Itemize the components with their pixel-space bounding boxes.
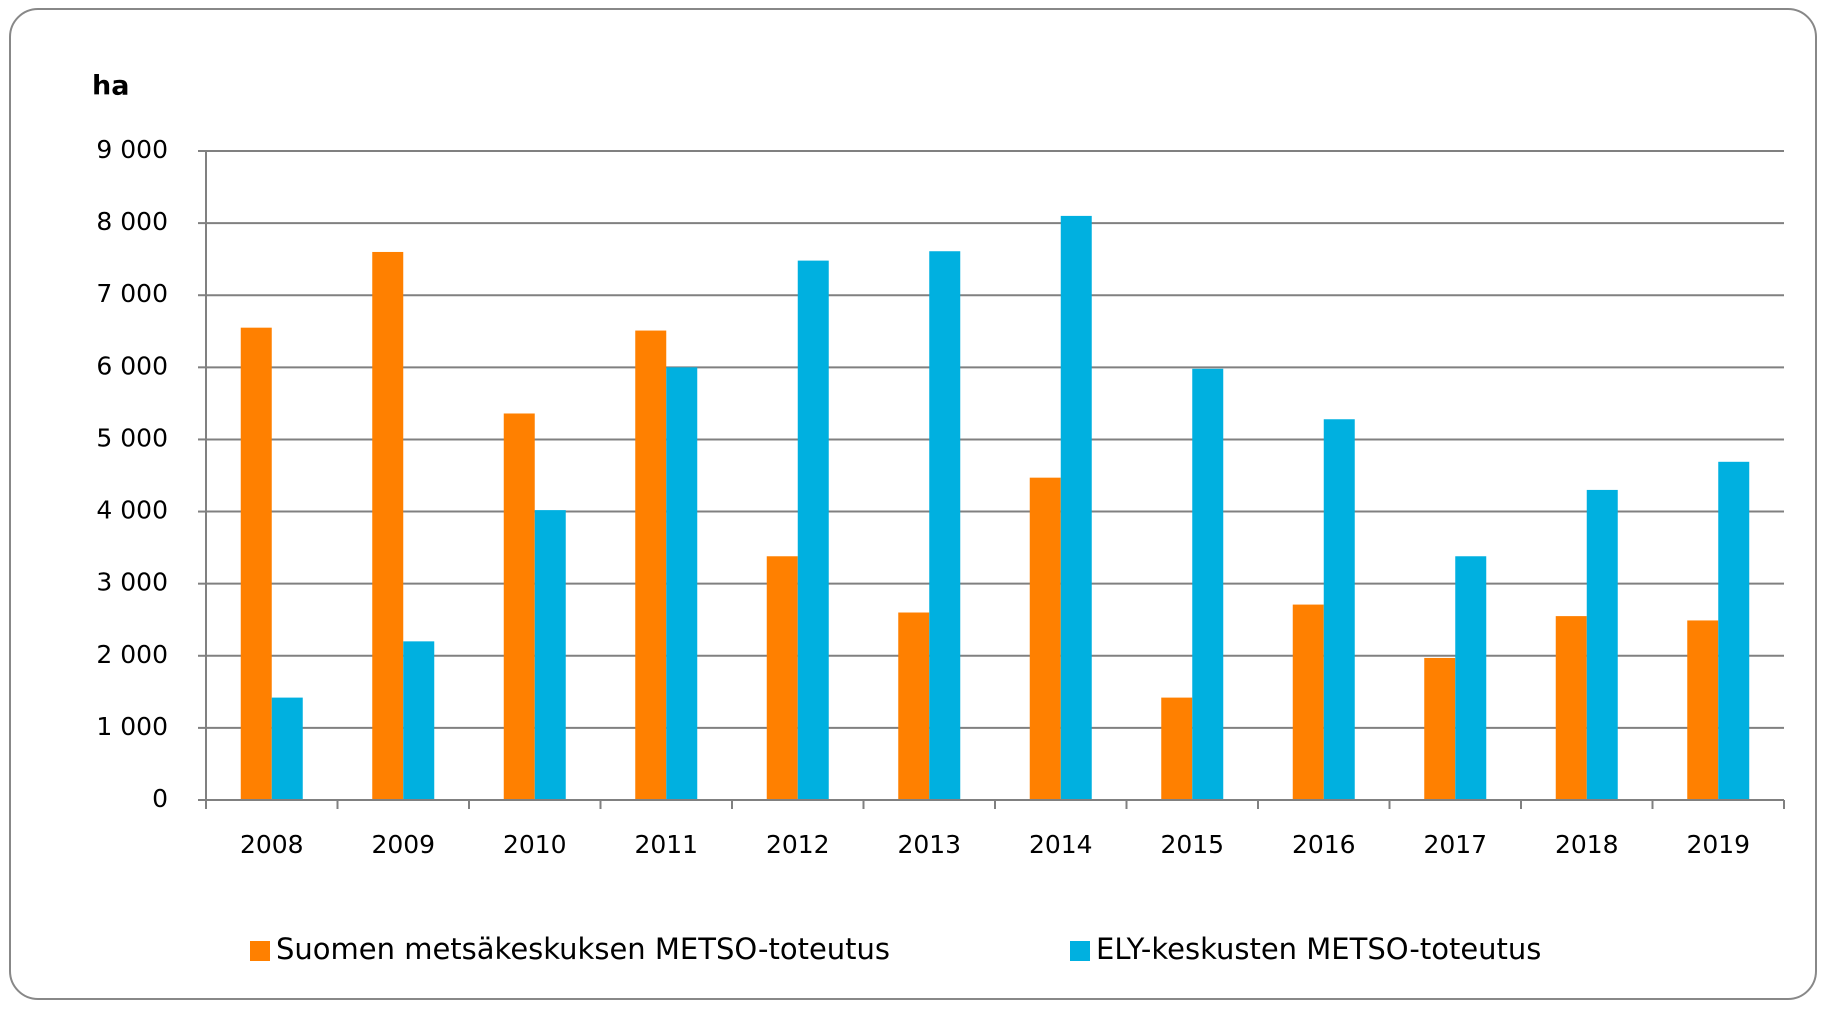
bar xyxy=(1687,620,1719,800)
x-tick-label: 2018 xyxy=(1555,830,1619,859)
x-tick-label: 2019 xyxy=(1686,830,1750,859)
legend-swatch xyxy=(1070,941,1090,961)
bar xyxy=(1424,657,1456,800)
bar xyxy=(1323,419,1355,800)
bar xyxy=(1586,489,1618,800)
x-tick-label: 2008 xyxy=(240,830,304,859)
bar xyxy=(503,413,535,800)
legend-label: ELY-keskusten METSO-toteutus xyxy=(1096,932,1541,966)
bar xyxy=(635,330,667,800)
y-tick-label: 6 000 xyxy=(96,351,168,380)
bar xyxy=(929,251,961,801)
bar xyxy=(797,260,829,800)
bar xyxy=(1555,616,1587,800)
bar xyxy=(271,697,303,800)
chart-frame xyxy=(9,8,1817,1000)
x-tick-label: 2016 xyxy=(1292,830,1356,859)
bar xyxy=(1455,556,1487,800)
bar xyxy=(1029,477,1061,800)
x-tick-label: 2013 xyxy=(897,830,961,859)
bar xyxy=(1161,697,1193,800)
y-tick-label: 3 000 xyxy=(96,568,168,597)
y-tick-label: 0 xyxy=(152,784,168,813)
x-tick-label: 2014 xyxy=(1029,830,1093,859)
bar xyxy=(534,510,566,800)
x-tick-label: 2012 xyxy=(766,830,830,859)
y-tick-label: 4 000 xyxy=(96,496,168,525)
legend-swatch xyxy=(250,941,270,961)
x-tick-label: 2011 xyxy=(634,830,698,859)
x-tick-label: 2009 xyxy=(371,830,435,859)
bar xyxy=(1718,461,1750,800)
bar xyxy=(240,327,272,800)
y-tick-label: 1 000 xyxy=(96,712,168,741)
y-tick-label: 7 000 xyxy=(96,279,168,308)
y-tick-label: 5 000 xyxy=(96,423,168,452)
x-tick-label: 2015 xyxy=(1160,830,1224,859)
x-tick-label: 2010 xyxy=(503,830,567,859)
legend-label: Suomen metsäkeskuksen METSO-toteutus xyxy=(276,932,890,966)
y-tick-label: 9 000 xyxy=(96,135,168,164)
x-tick-label: 2017 xyxy=(1423,830,1487,859)
bar xyxy=(666,367,698,800)
bar xyxy=(372,251,404,800)
y-axis-unit: ha xyxy=(92,71,129,102)
bar xyxy=(766,556,798,800)
bar xyxy=(1292,604,1324,800)
bar xyxy=(898,612,930,800)
bar xyxy=(1192,368,1224,800)
bar xyxy=(403,641,435,800)
y-tick-label: 2 000 xyxy=(96,640,168,669)
y-tick-label: 8 000 xyxy=(96,207,168,236)
bar xyxy=(1060,215,1092,800)
